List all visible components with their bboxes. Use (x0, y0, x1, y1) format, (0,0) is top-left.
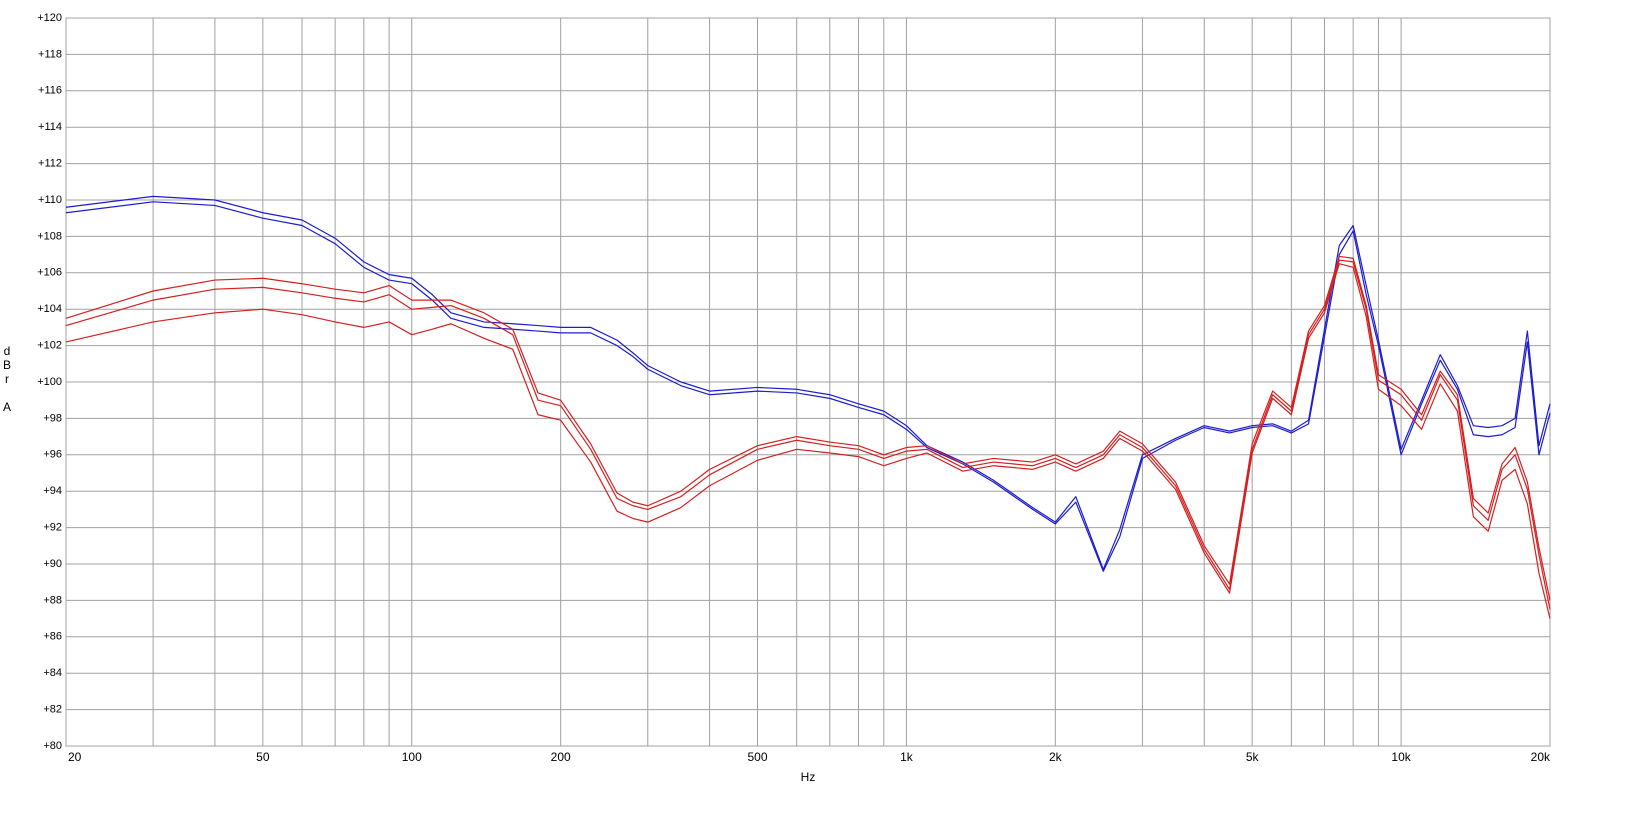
y-tick-label: +116 (38, 85, 62, 97)
y-tick-label: +98 (43, 412, 62, 424)
line-series (65, 195, 1551, 571)
y-axis-label: dBr A (0, 344, 14, 414)
line-series (65, 255, 1551, 601)
y-tick-label: +80 (43, 740, 62, 752)
y-tick-label: +104 (37, 303, 62, 315)
y-tick-label: +84 (43, 667, 62, 679)
x-tick-label: 10k (1391, 750, 1411, 764)
y-tick-label: +92 (43, 522, 62, 534)
x-tick-label: 5k (1246, 750, 1260, 764)
x-tick-label: 20 (68, 750, 82, 764)
y-tick-label: +108 (37, 230, 62, 242)
line-series (65, 259, 1551, 610)
x-tick-label: 100 (402, 750, 422, 764)
y-tick-label: +118 (38, 48, 62, 60)
y-tick-label: +88 (43, 594, 62, 606)
x-tick-label: 1k (900, 750, 914, 764)
y-tick-label: +94 (43, 485, 62, 497)
x-tick-label: 200 (551, 750, 571, 764)
x-tick-label: 20k (1531, 750, 1551, 764)
y-tick-label: +90 (43, 558, 62, 570)
y-tick-label: +102 (37, 340, 62, 352)
y-tick-label: +114 (38, 121, 62, 133)
line-series (65, 201, 1551, 572)
y-tick-label: +120 (37, 12, 62, 24)
line-series (65, 263, 1551, 619)
y-tick-label: +112 (38, 158, 62, 170)
y-tick-label: +86 (43, 631, 62, 643)
y-tick-label: +100 (37, 376, 62, 388)
y-tick-label: +106 (37, 267, 62, 279)
x-tick-label: 50 (256, 750, 270, 764)
y-tick-label: +82 (43, 704, 62, 716)
y-tick-label: +110 (38, 194, 62, 206)
x-tick-label: 2k (1049, 750, 1063, 764)
x-tick-label: 500 (747, 750, 767, 764)
x-axis-label: Hz (801, 770, 816, 784)
y-tick-label: +96 (43, 449, 62, 461)
